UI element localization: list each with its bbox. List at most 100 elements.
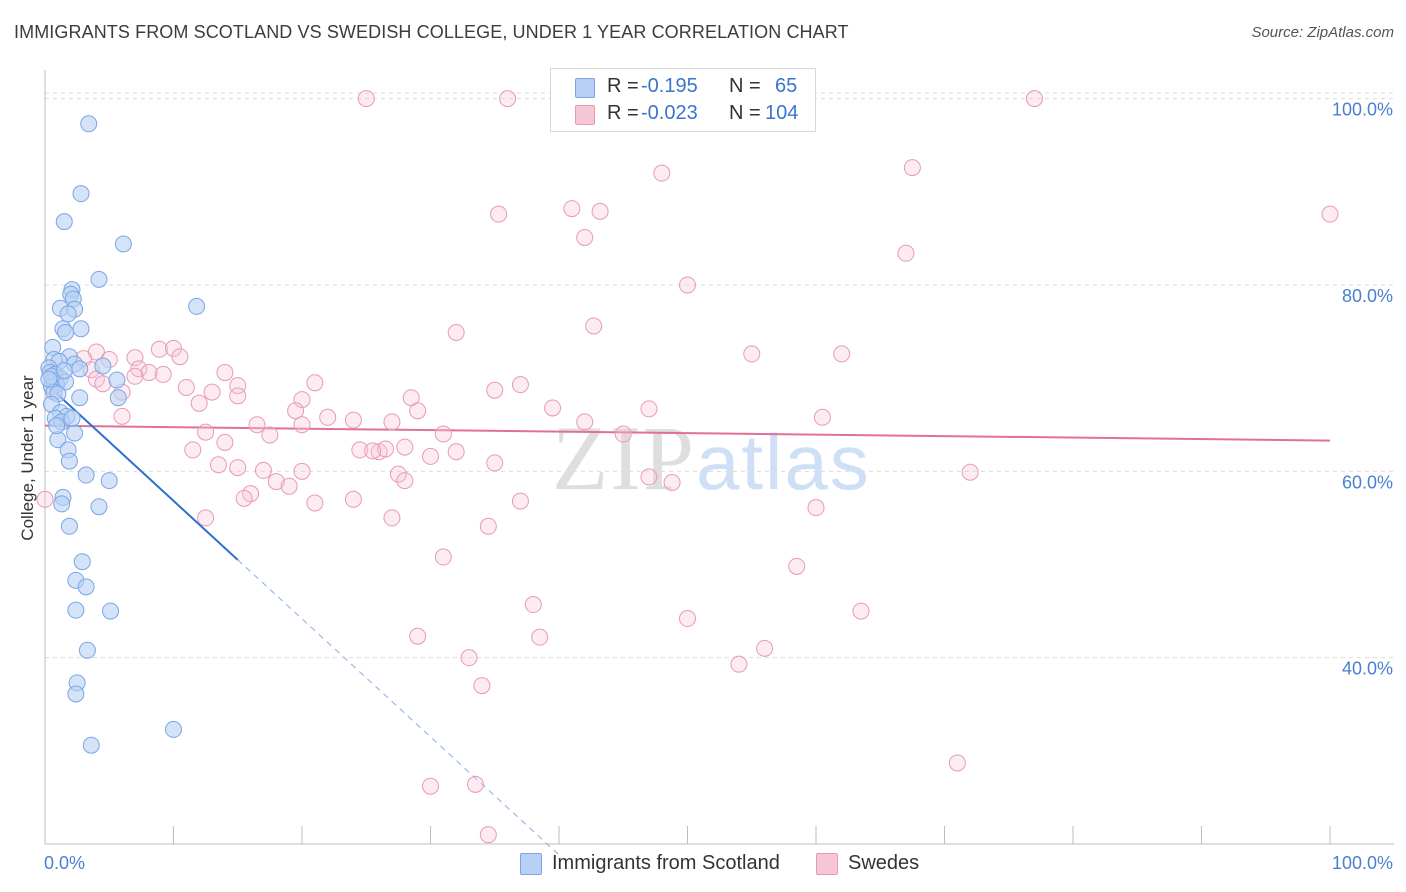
swedes-point — [306, 374, 324, 392]
scotland-point — [73, 553, 91, 571]
swedes-point — [171, 348, 189, 366]
blue-swatch — [520, 853, 542, 875]
swedes-point — [229, 387, 247, 405]
blue-swatch — [575, 78, 595, 98]
swedes-point — [511, 492, 529, 510]
swedes-point — [344, 411, 362, 429]
scotland-point — [94, 357, 112, 375]
scotland-point — [57, 323, 75, 341]
swedes-point — [203, 383, 221, 401]
swedes-point — [563, 200, 581, 218]
swedes-point — [389, 465, 407, 483]
swedes-point — [150, 340, 168, 358]
swedes-point — [396, 472, 414, 490]
y-axis-title: College, Under 1 year — [18, 375, 37, 541]
swedes-point — [473, 677, 491, 695]
swedes-point — [490, 205, 508, 223]
scotland-point — [90, 498, 108, 516]
swedes-point — [409, 402, 427, 420]
swedes-point — [479, 826, 497, 844]
source-label: Source: ZipAtlas.com — [1251, 24, 1394, 41]
swedes-point — [640, 468, 658, 486]
swedes-point — [351, 441, 369, 459]
scotland-point — [90, 270, 108, 288]
swedes-point — [576, 413, 594, 431]
scotland-point — [67, 601, 85, 619]
swedes-point — [126, 367, 144, 385]
swedes-point — [235, 489, 253, 507]
swedes-point — [730, 655, 748, 673]
swedes-point — [209, 456, 227, 474]
scotland-point — [66, 424, 84, 442]
swedes-point — [903, 159, 921, 177]
correlation-legend: R = -0.195 N = 65 R = -0.023 N = 104 — [550, 68, 816, 132]
swedes-point — [591, 202, 609, 220]
swedes-point — [1025, 90, 1043, 108]
swedes-point — [948, 754, 966, 772]
swedes-point — [852, 602, 870, 620]
axes — [44, 70, 1394, 845]
swedes-point — [486, 454, 504, 472]
scotland-point — [82, 736, 100, 754]
swedes-point — [499, 90, 517, 108]
r-value: -0.023 — [641, 102, 698, 124]
swedes-point — [94, 375, 112, 393]
x-tick-label: 0.0% — [44, 853, 85, 873]
swedes-point — [640, 400, 658, 418]
swedes-point — [897, 244, 915, 262]
r-value: -0.195 — [641, 75, 698, 97]
swedes-point — [756, 639, 774, 657]
gridlines — [45, 92, 1394, 659]
swedes-point — [197, 509, 215, 527]
swedes-point — [447, 443, 465, 461]
scotland-point — [72, 320, 90, 338]
n-value: 65 — [775, 75, 798, 97]
swedes-point — [409, 627, 427, 645]
axis-labels: 40.0% 60.0% 80.0% 100.0% 0.0% 100.0% College, … — [18, 100, 1393, 873]
scotland-point — [78, 641, 96, 659]
chart-title: IMMIGRANTS FROM SCOTLAND VS SWEDISH COLL… — [14, 22, 849, 42]
swedes-trend-line — [44, 424, 1331, 442]
swedes-point — [190, 394, 208, 412]
y-tick-label: 100.0% — [1332, 100, 1393, 120]
n-value: 104 — [765, 102, 799, 124]
scotland-point — [60, 517, 78, 535]
scotland-point — [53, 495, 71, 513]
n-label: N = — [729, 75, 761, 97]
swedes-point — [422, 777, 439, 795]
pink-swatch — [816, 853, 838, 875]
swedes-point — [486, 381, 504, 399]
swedes-point — [576, 228, 594, 246]
scotland-point — [48, 417, 66, 435]
swedes-point — [36, 490, 54, 508]
y-tick-label: 60.0% — [1342, 472, 1393, 492]
scotland-points — [40, 115, 206, 754]
scotland-point — [114, 235, 132, 253]
swedes-point — [126, 349, 144, 367]
swedes-point — [679, 610, 696, 628]
swedes-point — [254, 461, 272, 479]
swedes-point — [544, 399, 562, 417]
scotland-point — [71, 389, 89, 407]
swedes-points — [36, 90, 1339, 844]
swedes-point — [267, 473, 285, 491]
swedes-point — [177, 378, 195, 396]
scotland-point — [77, 466, 95, 484]
swedes-point — [585, 317, 603, 335]
swedes-point — [743, 345, 761, 363]
scotland-point — [72, 185, 90, 203]
swedes-point — [813, 408, 831, 426]
swedes-point — [434, 548, 452, 566]
swedes-point — [511, 376, 529, 394]
swedes-point — [383, 509, 401, 527]
swedes-point — [434, 425, 452, 443]
scotland-point — [55, 362, 73, 380]
scotland-point — [55, 213, 73, 231]
legend-label-swedes: Swedes — [848, 852, 920, 874]
swedes-point — [807, 499, 825, 517]
swedes-point — [460, 649, 478, 667]
n-label: N = — [729, 102, 761, 124]
r-label: R = — [607, 102, 639, 124]
swedes-point — [344, 490, 362, 508]
